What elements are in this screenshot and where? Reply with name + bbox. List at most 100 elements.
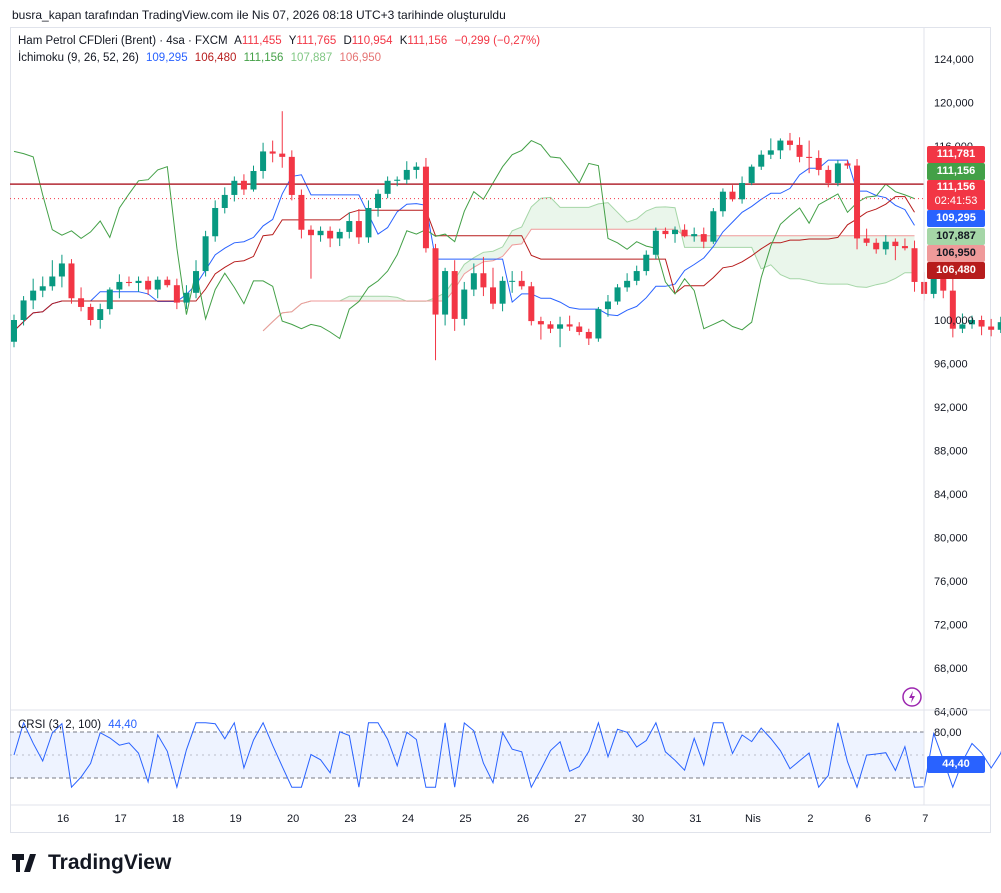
candle-body [863, 238, 870, 243]
candle-body [796, 144, 803, 157]
close-label: K [399, 35, 408, 47]
candle-body [78, 298, 85, 307]
candle-body [154, 279, 161, 290]
time-axis-label: Nis [745, 813, 761, 825]
main-legend[interactable]: Ham Petrol CFDleri (Brent) · 4sa · FXCM … [18, 35, 544, 47]
crsi-value-tag: 44,40 [927, 756, 985, 773]
candle-body [20, 300, 27, 320]
candle-body [930, 278, 937, 294]
time-axis-label: 25 [459, 813, 471, 825]
candle-body [193, 271, 200, 293]
open-value: 111,455 [241, 35, 282, 47]
candle-body [940, 278, 947, 291]
candle-body [279, 153, 286, 157]
candle-body [461, 289, 468, 319]
candle-body [355, 221, 362, 238]
candle-body [336, 231, 343, 239]
candle-body [719, 191, 726, 212]
ichimoku-kijun-value: 106,480 [194, 52, 237, 64]
price-tag-resistance: 111,781 [927, 146, 985, 163]
candle-body [422, 166, 429, 249]
candle-body [547, 324, 554, 329]
tradingview-logo[interactable]: TradingView [12, 851, 171, 875]
candle-body [557, 324, 564, 329]
candle-body [758, 154, 765, 167]
price-axis-label: 84,000 [934, 489, 968, 501]
candle-body [949, 290, 956, 329]
price-axis-label: 64,000 [934, 707, 968, 719]
time-axis-label: 26 [517, 813, 529, 825]
open-label: A [234, 35, 242, 47]
candle-body [145, 280, 152, 290]
candle-body [125, 281, 132, 284]
crsi-legend[interactable]: CRSI (3, 2, 100) 44,40 [18, 719, 141, 731]
candle-body [978, 320, 985, 327]
price-axis-label: 120,000 [934, 98, 974, 110]
candle-body [901, 246, 908, 249]
candle-body [365, 207, 372, 238]
close-value: 111,156 [407, 35, 448, 47]
price-axis-label: 88,000 [934, 446, 968, 458]
candle-body [786, 140, 793, 145]
candle-body [260, 151, 267, 172]
candle-body [327, 230, 334, 239]
price-axis-label: 92,000 [934, 402, 968, 414]
time-axis-label: 19 [229, 813, 241, 825]
price-tag-span-a: 107,887 [927, 228, 985, 245]
candle-body [442, 271, 449, 315]
crsi-label: CRSI (3, 2, 100) [18, 719, 102, 731]
price-tag-chikou: 111,156 [927, 163, 985, 180]
candle-body [212, 207, 219, 237]
price-axis-label: 80,000 [934, 533, 968, 545]
candle-body [748, 166, 755, 183]
candle-body [767, 150, 774, 155]
candle-body [432, 248, 439, 315]
time-axis-label: 7 [922, 813, 928, 825]
time-axis-label: 30 [632, 813, 644, 825]
candle-body [470, 273, 477, 290]
candle-body [49, 276, 56, 287]
candle-body [518, 280, 525, 287]
candle-body [681, 229, 688, 237]
last-price: 111,156 [936, 181, 976, 193]
candle-body [307, 229, 314, 236]
time-axis-label: 6 [865, 813, 871, 825]
candle-body [854, 165, 861, 239]
time-axis-label: 24 [402, 813, 414, 825]
ohlc-open: A111,455 [234, 35, 282, 47]
candle-body [68, 263, 75, 299]
candle-body [221, 194, 228, 208]
crsi-line [13, 721, 1001, 790]
candle-body [844, 163, 851, 166]
candle-body [346, 221, 353, 232]
candle-body [135, 280, 142, 284]
ohlc-close: K111,156 [400, 35, 448, 47]
candle-body [614, 287, 621, 302]
candle-body [528, 286, 535, 322]
candle-body [250, 171, 257, 190]
candle-body [576, 326, 583, 332]
ichimoku-legend[interactable]: İchimoku (9, 26, 52, 26) 109,295 106,480… [18, 52, 385, 64]
price-tag-last: 111,156 02:41:53 [927, 180, 985, 210]
candle-body [691, 234, 698, 237]
candle-body [317, 230, 324, 236]
candle-body [413, 166, 420, 170]
candle-body [662, 230, 669, 235]
candle-body [202, 236, 209, 272]
candle-body [643, 254, 650, 272]
candle-body [825, 169, 832, 183]
candle-body [739, 182, 746, 200]
price-tag-span-b: 106,950 [927, 245, 985, 262]
candle-body [30, 290, 37, 301]
candle-body [164, 279, 171, 286]
bar-countdown: 02:41:53 [934, 195, 978, 207]
price-axis-label: 100,000 [934, 315, 974, 327]
candle-body [87, 306, 94, 320]
alert-icon[interactable] [902, 687, 922, 707]
candle-body [509, 280, 516, 282]
candle-body [834, 163, 841, 183]
crsi-legend-value: 44,40 [108, 719, 138, 731]
candle-body [566, 324, 573, 327]
chart-frame [10, 27, 991, 833]
